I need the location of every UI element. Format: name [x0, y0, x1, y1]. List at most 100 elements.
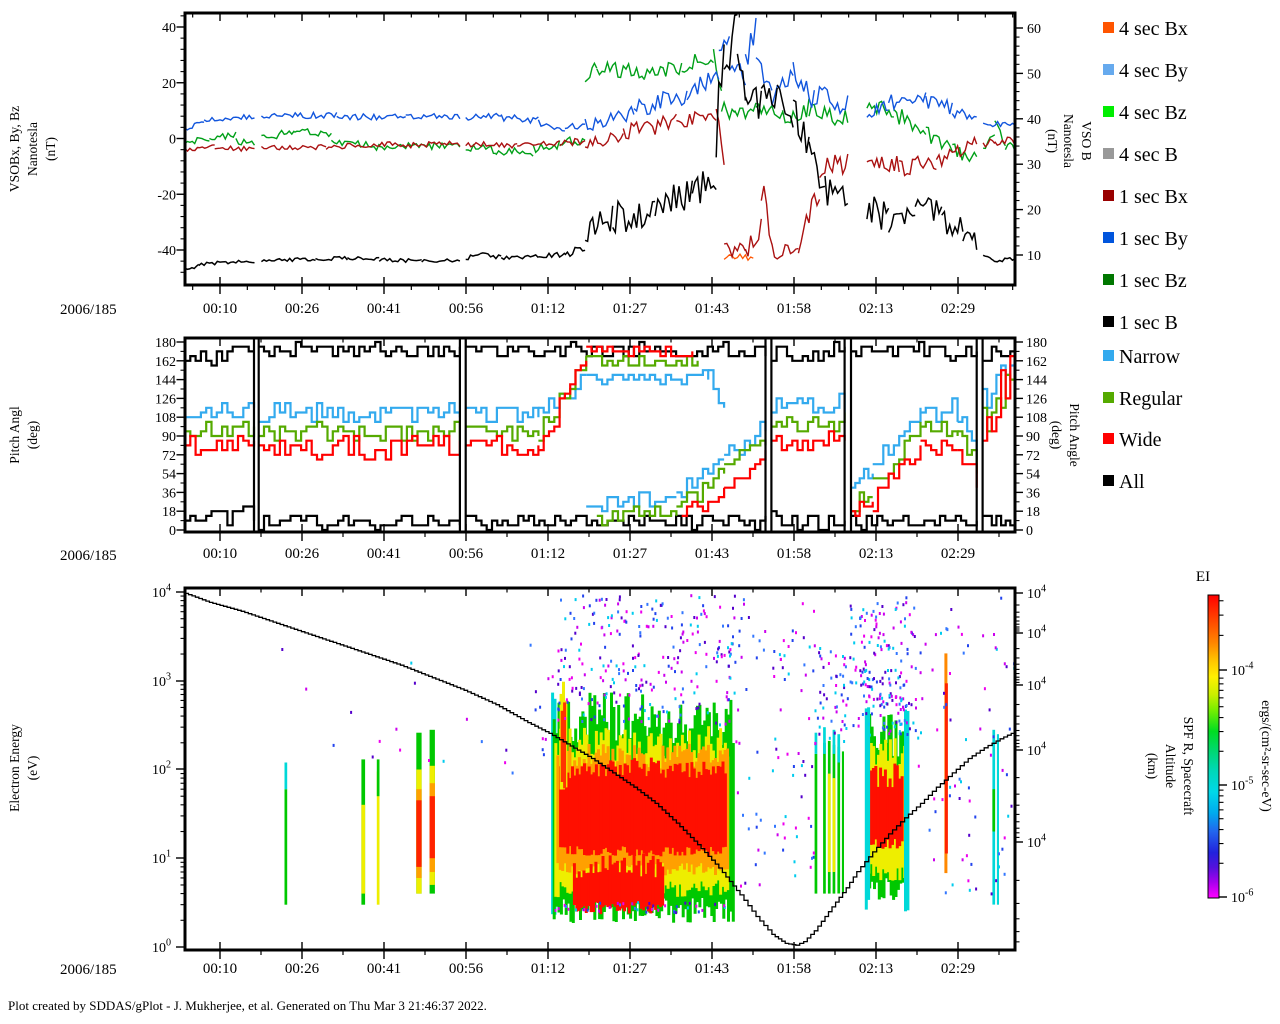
svg-text:VSOBx, By, Bz: VSOBx, By, Bz — [7, 106, 22, 192]
svg-text:54: 54 — [1026, 468, 1040, 483]
svg-text:-20: -20 — [157, 188, 176, 203]
colorbar: EI 10-4 10-5 10-6 ergs/(cm²-sr-sec-eV) — [1196, 569, 1274, 906]
svg-text:20: 20 — [162, 77, 176, 92]
svg-text:00:26: 00:26 — [285, 961, 320, 977]
svg-text:20: 20 — [1027, 204, 1041, 219]
svg-text:01:12: 01:12 — [531, 546, 565, 562]
svg-text:00:26: 00:26 — [285, 301, 320, 317]
spectrogram-panel — [185, 592, 1015, 946]
svg-text:126: 126 — [155, 392, 176, 407]
svg-text:60: 60 — [1027, 22, 1041, 37]
svg-text:104: 104 — [1027, 833, 1046, 851]
svg-text:(nT): (nT) — [43, 137, 58, 161]
svg-text:10-6: 10-6 — [1231, 888, 1253, 906]
altitude-curve — [185, 592, 1015, 946]
svg-text:104: 104 — [1027, 584, 1046, 602]
svg-text:01:43: 01:43 — [695, 961, 729, 977]
svg-text:10-4: 10-4 — [1231, 661, 1253, 679]
date-label-spectro: 2006/185 — [60, 962, 117, 978]
svg-text:0: 0 — [169, 524, 176, 539]
svg-text:(km): (km) — [1145, 753, 1160, 779]
svg-text:10: 10 — [1027, 249, 1041, 264]
svg-text:144: 144 — [1026, 374, 1047, 389]
svg-text:90: 90 — [162, 430, 176, 445]
svg-text:126: 126 — [1026, 392, 1047, 407]
svg-text:0: 0 — [169, 133, 176, 148]
svg-text:102: 102 — [152, 760, 171, 778]
svg-text:72: 72 — [1026, 449, 1040, 464]
svg-text:00:56: 00:56 — [449, 961, 484, 977]
svg-text:36: 36 — [162, 486, 176, 501]
svg-text:0: 0 — [1026, 524, 1033, 539]
svg-text:Nanotesla: Nanotesla — [1061, 114, 1076, 168]
svg-text:Altitude: Altitude — [1163, 744, 1178, 788]
svg-text:144: 144 — [155, 374, 176, 389]
svg-text:00:26: 00:26 — [285, 546, 320, 562]
svg-text:VSO B: VSO B — [1079, 121, 1094, 160]
svg-text:104: 104 — [1027, 624, 1046, 642]
svg-text:-40: -40 — [157, 244, 176, 259]
date-label-bfield: 2006/185 — [60, 302, 117, 318]
date-label-pitch: 2006/185 — [60, 548, 117, 564]
svg-text:EI: EI — [1196, 569, 1210, 585]
svg-text:40: 40 — [162, 21, 176, 36]
svg-text:(deg): (deg) — [25, 421, 40, 449]
svg-text:01:58: 01:58 — [777, 546, 811, 562]
svg-text:10-5: 10-5 — [1231, 776, 1253, 794]
svg-text:Nanotesla: Nanotesla — [25, 122, 40, 176]
svg-text:100: 100 — [152, 938, 171, 956]
svg-text:01:27: 01:27 — [613, 301, 648, 317]
svg-text:00:41: 00:41 — [367, 546, 401, 562]
svg-text:104: 104 — [1027, 741, 1046, 759]
svg-text:30: 30 — [1027, 158, 1041, 173]
svg-text:00:10: 00:10 — [203, 301, 237, 317]
svg-text:104: 104 — [152, 583, 171, 601]
svg-text:00:10: 00:10 — [203, 961, 237, 977]
svg-text:18: 18 — [1026, 505, 1040, 520]
svg-text:01:58: 01:58 — [777, 301, 811, 317]
svg-text:Electron Energy: Electron Energy — [7, 724, 22, 812]
svg-text:00:56: 00:56 — [449, 301, 484, 317]
svg-text:02:13: 02:13 — [859, 961, 893, 977]
svg-text:36: 36 — [1026, 486, 1040, 501]
svg-text:(deg): (deg) — [1049, 421, 1064, 449]
svg-text:103: 103 — [152, 672, 171, 690]
svg-text:02:29: 02:29 — [941, 961, 975, 977]
svg-text:162: 162 — [155, 355, 176, 370]
svg-text:108: 108 — [1026, 411, 1047, 426]
svg-text:162: 162 — [1026, 355, 1047, 370]
svg-text:72: 72 — [162, 449, 176, 464]
axes: 00:10 00:26 00:41 00:56 01:12 01:27 01:43 01:58… — [7, 11, 1227, 977]
svg-text:40: 40 — [1027, 113, 1041, 128]
svg-text:101: 101 — [152, 849, 171, 867]
svg-text:02:29: 02:29 — [941, 301, 975, 317]
svg-text:01:43: 01:43 — [695, 301, 729, 317]
svg-text:02:29: 02:29 — [941, 546, 975, 562]
bfield-panel — [185, 13, 1015, 271]
svg-text:01:43: 01:43 — [695, 546, 729, 562]
footer-credit: Plot created by SDDAS/gPlot - J. Mukherj… — [8, 998, 487, 1013]
svg-text:SPF R, Spacecraft: SPF R, Spacecraft — [1181, 717, 1196, 816]
svg-text:02:13: 02:13 — [859, 546, 893, 562]
svg-text:00:41: 00:41 — [367, 961, 401, 977]
svg-text:02:13: 02:13 — [859, 301, 893, 317]
svg-text:(nT): (nT) — [1045, 129, 1060, 153]
svg-text:54: 54 — [162, 468, 176, 483]
svg-text:180: 180 — [1026, 336, 1047, 351]
svg-text:01:27: 01:27 — [613, 961, 648, 977]
pitch-panel — [185, 338, 1015, 532]
svg-text:00:41: 00:41 — [367, 301, 401, 317]
svg-text:01:27: 01:27 — [613, 546, 648, 562]
svg-text:108: 108 — [155, 411, 176, 426]
svg-text:ergs/(cm²-sr-sec-eV): ergs/(cm²-sr-sec-eV) — [1259, 700, 1274, 811]
svg-text:50: 50 — [1027, 67, 1041, 82]
svg-text:00:10: 00:10 — [203, 546, 237, 562]
svg-text:00:56: 00:56 — [449, 546, 484, 562]
svg-text:Pitch Angl: Pitch Angl — [7, 406, 22, 464]
svg-text:90: 90 — [1026, 430, 1040, 445]
svg-text:01:12: 01:12 — [531, 961, 565, 977]
svg-text:01:12: 01:12 — [531, 301, 565, 317]
svg-text:01:58: 01:58 — [777, 961, 811, 977]
